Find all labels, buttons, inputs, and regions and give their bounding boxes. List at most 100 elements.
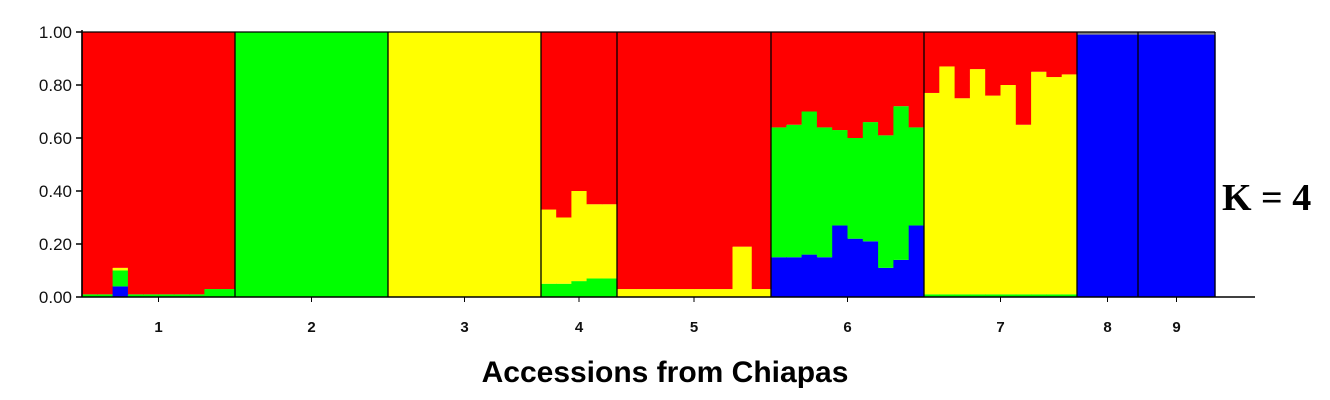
bar-segment-green	[556, 283, 572, 297]
bar-segment-red	[985, 32, 1002, 96]
bar-segment-red	[636, 32, 657, 290]
x-tick-label: 8	[1103, 319, 1111, 336]
bar-segment-green	[771, 127, 787, 258]
bar-segment-blue	[847, 238, 864, 297]
bar-segment-green	[939, 294, 956, 297]
bar-segment-yellow	[674, 289, 695, 297]
bar-segment-blue	[786, 257, 803, 297]
bar-segment-yellow	[1015, 124, 1032, 295]
bar-segment-red	[801, 32, 818, 112]
y-tick-label: 0.20	[39, 235, 72, 254]
bar-segment-red	[586, 32, 603, 205]
bar-segment-yellow	[586, 204, 603, 279]
bar-segment-green	[97, 294, 114, 297]
bar-segment-red	[832, 32, 849, 131]
bar-segment-green	[337, 32, 389, 297]
bar-segment-green	[969, 294, 986, 297]
bar-segment-red	[893, 32, 910, 107]
bar-segment-yellow	[1046, 77, 1063, 295]
bar-segment-green	[801, 111, 818, 255]
bar-segment-green	[82, 294, 98, 297]
bar-segment-green	[893, 106, 910, 260]
bar-segment-blue	[862, 241, 879, 297]
bar-segment-yellow	[1000, 85, 1017, 295]
x-category-labels: 1 2 3 4 5 6 7 8 9	[154, 319, 1180, 336]
bar-segment-red	[655, 32, 676, 290]
y-tick-label: 0.00	[39, 288, 72, 307]
bar-segment-yellow	[694, 289, 714, 297]
x-tick-label: 4	[575, 319, 584, 336]
bar-segment-red	[219, 32, 236, 290]
bar-segment-green	[908, 127, 925, 226]
bar-segment-red	[939, 32, 956, 67]
bar-segment-yellow	[636, 289, 657, 297]
bar-segment-red	[1015, 32, 1032, 125]
y-tick-label: 1.00	[39, 23, 72, 42]
bar-segment-yellow	[388, 32, 440, 297]
bar-segment-red	[924, 32, 940, 93]
x-tick-label: 2	[307, 319, 315, 336]
k-value-annotation: K = 4	[1222, 177, 1312, 219]
bar-segment-red	[127, 32, 144, 295]
y-tick-label: 0.40	[39, 182, 72, 201]
bar-segment-red	[816, 32, 833, 128]
bar-segment-green	[541, 283, 557, 297]
bar-segment-green	[586, 278, 603, 297]
bar-segment-green	[924, 294, 940, 297]
bar-segment-red	[847, 32, 864, 138]
bar-segment-yellow	[939, 66, 956, 295]
bar-segment-red	[1061, 32, 1078, 75]
bar-segment-green	[189, 294, 205, 297]
bar-segment-green	[601, 278, 618, 297]
bar-segment-red	[204, 32, 221, 290]
x-tick-label: 9	[1172, 319, 1180, 336]
bar-segment-green	[1046, 294, 1063, 297]
bar-segment-blue	[801, 254, 818, 297]
bar-segment-red	[601, 32, 618, 205]
bar-segment-green	[985, 294, 1002, 297]
bar-segment-red	[617, 32, 637, 290]
bar-segment-red	[786, 32, 803, 125]
bar-segment-yellow	[1031, 71, 1047, 295]
bar-segment-red	[732, 32, 753, 247]
x-tick-label: 3	[460, 319, 468, 336]
bar-segment-green	[571, 281, 588, 297]
bar-segment-remainder	[1138, 32, 1216, 35]
bar-segment-green	[1061, 294, 1078, 297]
bar-segment-blue	[1077, 34, 1139, 298]
bar-segment-red	[713, 32, 734, 290]
bar-segment-green	[143, 294, 160, 297]
bar-segment-green	[847, 138, 864, 239]
bar-segment-red	[862, 32, 879, 123]
bar-segment-yellow	[490, 32, 542, 297]
bar-segment-red	[908, 32, 925, 128]
bar-segment-yellow	[924, 92, 940, 295]
x-tick-label: 5	[690, 319, 698, 336]
bar-segment-red	[771, 32, 787, 128]
bar-segment-red	[541, 32, 557, 210]
bar-segment-red	[694, 32, 714, 290]
bar-segment-yellow	[732, 246, 753, 297]
bar-segment-remainder	[1077, 32, 1139, 35]
group-separators	[81, 31, 1216, 297]
bar-segment-yellow	[713, 289, 734, 297]
x-tick-label: 6	[843, 319, 851, 336]
bar-segment-red	[969, 32, 986, 70]
bar-segment-green	[127, 294, 144, 297]
bar-segment-red	[571, 32, 588, 191]
bars-layer	[82, 32, 1216, 298]
bar-segment-blue	[112, 286, 129, 297]
bar-segment-red	[143, 32, 160, 295]
bar-segment-yellow	[1061, 74, 1078, 295]
bar-segment-green	[1015, 294, 1032, 297]
bar-segment-yellow	[556, 217, 572, 284]
bar-segment-green	[173, 294, 190, 297]
bar-segment-red	[556, 32, 572, 218]
bar-segment-yellow	[617, 289, 637, 297]
bar-segment-yellow	[954, 98, 971, 295]
bar-segment-blue	[832, 225, 849, 297]
bar-segment-green	[219, 289, 236, 297]
bar-segment-yellow	[985, 95, 1002, 295]
bar-segment-yellow	[571, 191, 588, 282]
